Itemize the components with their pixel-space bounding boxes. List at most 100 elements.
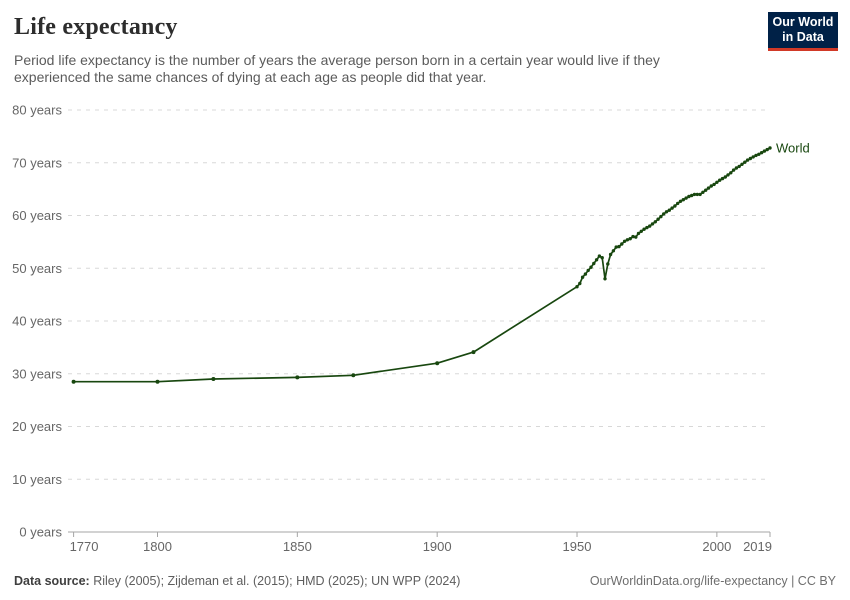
data-point-1950[interactable] (575, 285, 579, 289)
data-point-2019[interactable] (768, 146, 772, 150)
data-point-1951[interactable] (578, 281, 582, 286)
data-point-1955[interactable] (589, 265, 593, 269)
data-point-2002[interactable] (720, 176, 725, 181)
data-point-1973[interactable] (639, 229, 643, 233)
series-end-label-world: World (776, 140, 810, 155)
data-point-1995[interactable] (701, 190, 705, 194)
data-point-1979[interactable] (656, 217, 660, 221)
data-point-1913[interactable] (471, 350, 476, 355)
data-point-2008[interactable] (737, 164, 741, 169)
x-axis-label-2019: 2019 (743, 539, 772, 554)
credit-link[interactable]: OurWorldinData.org/life-expectancy | CC … (589, 574, 836, 588)
data-point-2014[interactable] (754, 153, 758, 158)
data-point-1956[interactable] (592, 261, 596, 266)
data-point-1987[interactable] (678, 199, 683, 203)
data-point-1996[interactable] (704, 188, 708, 192)
data-point-2009[interactable] (740, 162, 744, 166)
page-title: Life expectancy (14, 14, 178, 40)
data-point-2018[interactable] (765, 147, 769, 152)
data-point-1981[interactable] (662, 212, 666, 216)
data-point-1971[interactable] (634, 235, 638, 239)
data-point-1967[interactable] (622, 239, 627, 243)
data-point-2000[interactable] (715, 180, 719, 184)
data-point-2015[interactable] (757, 152, 761, 156)
data-point-1961[interactable] (606, 262, 610, 266)
subtitle-line-2: experienced the same chances of dying at… (14, 69, 487, 85)
data-point-1960[interactable] (603, 277, 607, 281)
data-point-1966[interactable] (620, 242, 624, 246)
y-axis-label-20: 20 years (12, 419, 62, 434)
data-point-1977[interactable] (650, 222, 655, 226)
data-point-2003[interactable] (723, 175, 727, 179)
data-point-1998[interactable] (709, 184, 713, 188)
y-axis-label-30: 30 years (12, 366, 62, 381)
data-point-1988[interactable] (681, 198, 685, 202)
data-source-label: Data source: (14, 574, 90, 588)
owid-logo-line-1: Our World (772, 15, 834, 29)
data-point-1980[interactable] (659, 214, 663, 219)
x-axis-label-1900: 1900 (423, 539, 452, 554)
data-point-2001[interactable] (718, 178, 722, 182)
data-point-2006[interactable] (731, 168, 736, 172)
data-point-1976[interactable] (648, 224, 652, 228)
owid-logo[interactable]: Our World in Data (768, 12, 838, 51)
data-point-1953[interactable] (583, 272, 588, 276)
data-point-1991[interactable] (690, 193, 694, 198)
data-point-1974[interactable] (642, 227, 646, 231)
data-point-1800[interactable] (155, 379, 160, 384)
data-point-1992[interactable] (692, 192, 697, 197)
data-point-1975[interactable] (645, 225, 649, 230)
chart-footer: Data source: Riley (2005); Zijdeman et a… (14, 574, 836, 588)
data-point-2007[interactable] (734, 166, 739, 170)
data-point-1952[interactable] (580, 275, 585, 279)
x-axis-label-1800: 1800 (143, 539, 172, 554)
y-axis-label-50: 50 years (12, 261, 62, 276)
data-point-1958[interactable] (597, 254, 602, 258)
data-point-1969[interactable] (628, 237, 632, 241)
data-point-1972[interactable] (636, 231, 641, 236)
data-point-2013[interactable] (751, 155, 755, 159)
y-axis-label-10: 10 years (12, 472, 62, 487)
data-point-1978[interactable] (653, 220, 657, 224)
data-point-2005[interactable] (729, 171, 733, 175)
data-point-1965[interactable] (617, 244, 621, 249)
series-line-world[interactable] (72, 147, 771, 383)
data-source-value: Riley (2005); Zijdeman et al. (2015); HM… (89, 574, 461, 588)
y-axis-label-80: 80 years (12, 103, 62, 118)
data-point-1968[interactable] (625, 238, 630, 242)
y-axis-label-0: 0 years (19, 525, 62, 540)
data-point-1850[interactable] (295, 375, 300, 380)
data-point-1997[interactable] (706, 186, 711, 190)
data-point-1957[interactable] (594, 258, 599, 262)
data-point-1989[interactable] (684, 196, 688, 200)
data-point-1983[interactable] (667, 208, 671, 212)
data-point-2010[interactable] (743, 160, 747, 164)
data-point-2011[interactable] (745, 158, 750, 162)
data-point-1993[interactable] (695, 192, 699, 197)
data-point-1959[interactable] (600, 256, 604, 260)
data-point-1962[interactable] (608, 252, 613, 257)
data-point-2012[interactable] (748, 156, 753, 161)
data-point-1994[interactable] (698, 192, 702, 197)
data-point-1963[interactable] (611, 249, 616, 253)
data-point-1985[interactable] (673, 204, 677, 208)
y-axis-label-60: 60 years (12, 208, 62, 223)
data-point-1820[interactable] (211, 377, 216, 381)
data-point-1982[interactable] (664, 210, 669, 214)
data-point-1986[interactable] (676, 201, 680, 206)
data-point-1964[interactable] (614, 245, 618, 249)
data-point-1990[interactable] (687, 194, 691, 199)
data-point-1900[interactable] (435, 361, 440, 366)
data-point-1999[interactable] (712, 182, 716, 187)
data-point-1970[interactable] (631, 234, 635, 239)
data-point-1870[interactable] (351, 373, 356, 378)
data-point-2016[interactable] (759, 151, 764, 155)
data-point-2004[interactable] (726, 173, 730, 177)
data-point-2017[interactable] (762, 149, 767, 153)
data-point-1770[interactable] (71, 379, 76, 384)
data-point-1984[interactable] (670, 206, 674, 210)
x-axis-label-1950: 1950 (563, 539, 592, 554)
data-point-1954[interactable] (586, 268, 590, 273)
